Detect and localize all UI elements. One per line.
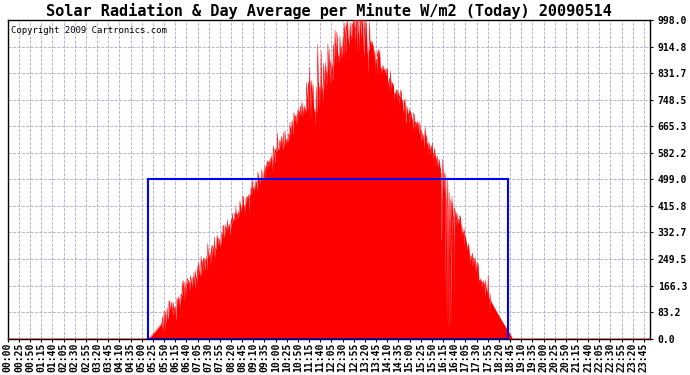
Title: Solar Radiation & Day Average per Minute W/m2 (Today) 20090514: Solar Radiation & Day Average per Minute…	[46, 3, 612, 19]
Text: Copyright 2009 Cartronics.com: Copyright 2009 Cartronics.com	[11, 26, 167, 35]
Bar	[148, 179, 508, 339]
